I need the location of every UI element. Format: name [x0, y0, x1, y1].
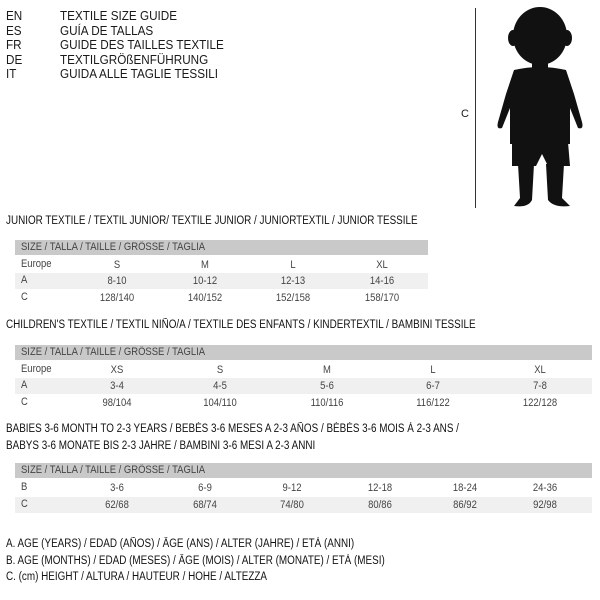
- size-header-bar: SIZE / TALLA / TAILLE / GRÖSSE / TAGLIA: [15, 463, 592, 478]
- table-cell: M: [323, 364, 331, 376]
- table-cell: 3-6: [110, 482, 124, 494]
- table-cell: 128/140: [99, 292, 135, 304]
- size-header-label: SIZE / TALLA / TAILLE / GRÖSSE / TAGLIA: [21, 464, 206, 476]
- language-code: EN: [6, 8, 23, 23]
- legend-item: C. (cm) HEIGHT / ALTURA / HAUTEUR / HÖHE…: [6, 571, 268, 583]
- table-row: A 3-4 4-5 5-6 6-7 7-8: [15, 378, 592, 394]
- language-title: GUIDA ALLE TAGLIE TESSILI: [60, 66, 219, 81]
- table-cell: 68/74: [193, 499, 217, 511]
- table-cell: 6-7: [426, 380, 440, 392]
- table-cell: 9-12: [282, 482, 302, 494]
- table-cell: 8-10: [107, 275, 127, 287]
- legend-item: A. AGE (YEARS) / EDAD (AÑOS) / ÂGE (ANS)…: [6, 538, 355, 550]
- row-label: Europe: [21, 363, 52, 375]
- table-cell: 152/158: [275, 292, 311, 304]
- language-title: TEXTILE SIZE GUIDE: [60, 8, 178, 23]
- language-code: DE: [6, 51, 23, 67]
- row-label: C: [21, 498, 28, 510]
- row-label: A: [21, 274, 28, 286]
- table-cell: 92/98: [533, 499, 557, 511]
- table-title: JUNIOR TEXTILE / TEXTIL JUNIOR/ TEXTILE …: [6, 215, 418, 227]
- height-label: C: [461, 108, 469, 120]
- table-cell: 24-36: [532, 482, 558, 494]
- table-cell: M: [201, 259, 209, 271]
- table-cell: XL: [534, 364, 546, 376]
- table-row: Europe S M L XL: [15, 257, 428, 273]
- row-label: B: [21, 481, 28, 493]
- table-cell: 4-5: [213, 380, 227, 392]
- row-label: C: [21, 291, 28, 303]
- table-title: BABIES 3-6 MONTH TO 2-3 YEARS / BEBÉS 3-…: [6, 423, 459, 435]
- table-cell: 116/122: [416, 397, 450, 409]
- table-cell: 158/170: [364, 292, 400, 304]
- table-cell: 98/104: [102, 397, 132, 409]
- table-cell: 10-12: [192, 275, 218, 287]
- table-row: Europe XS S M L XL: [15, 362, 592, 378]
- table-cell: 110/116: [310, 397, 344, 409]
- legend-item: B. AGE (MONTHS) / EDAD (MESES) / ÂGE (MO…: [6, 554, 385, 567]
- table-title-line2: BABYS 3-6 MONATE BIS 2-3 JAHRE / BAMBINI…: [6, 440, 316, 452]
- table-row: B 3-6 6-9 9-12 12-18 18-24 24-36: [15, 480, 592, 496]
- language-code: IT: [6, 66, 17, 81]
- child-silhouette-icon: [497, 7, 583, 207]
- table-cell: 6-9: [198, 482, 212, 494]
- size-header-label: SIZE / TALLA / TAILLE / GRÖSSE / TAGLIA: [21, 241, 206, 253]
- table-row: C 98/104 104/110 110/116 116/122 122/128: [15, 395, 592, 411]
- table-cell: L: [430, 364, 436, 376]
- table-row: C 62/68 68/74 74/80 80/86 86/92 92/98: [15, 497, 592, 513]
- table-cell: 18-24: [452, 482, 478, 494]
- table-cell: L: [290, 259, 296, 271]
- table-row: A 8-10 10-12 12-13 14-16: [15, 273, 428, 289]
- language-title: TEXTILGRÖßENFÜHRUNG: [60, 51, 209, 67]
- table-cell: XS: [110, 364, 124, 376]
- row-label: Europe: [21, 258, 52, 270]
- height-line: [475, 8, 476, 208]
- language-title: GUIDE DES TAILLES TEXTILE: [60, 37, 224, 52]
- table-cell: S: [216, 364, 224, 376]
- table-cell: 74/80: [280, 499, 304, 511]
- table-title: CHILDREN'S TEXTILE / TEXTIL NIÑO/A / TEX…: [6, 319, 476, 331]
- table-cell: 14-16: [369, 275, 395, 287]
- table-row: C 128/140 140/152 152/158 158/170: [15, 290, 428, 306]
- table-cell: 12-13: [280, 275, 306, 287]
- table-cell: 12-18: [367, 482, 393, 494]
- table-cell: 80/86: [368, 499, 392, 511]
- table-cell: 7-8: [533, 380, 547, 392]
- table-cell: 3-4: [110, 380, 124, 392]
- language-code: ES: [6, 22, 22, 38]
- size-header-label: SIZE / TALLA / TAILLE / GRÖSSE / TAGLIA: [21, 346, 206, 358]
- table-cell: 122/128: [522, 397, 558, 409]
- size-header-bar: SIZE / TALLA / TAILLE / GRÖSSE / TAGLIA: [15, 240, 428, 255]
- table-cell: S: [113, 259, 121, 271]
- table-cell: 140/152: [187, 292, 223, 304]
- language-title: GUÍA DE TALLAS: [60, 22, 154, 38]
- row-label: C: [21, 396, 28, 408]
- language-code: FR: [6, 37, 22, 52]
- table-cell: 62/68: [105, 499, 129, 511]
- table-cell: 5-6: [320, 380, 334, 392]
- table-cell: 104/110: [203, 397, 237, 409]
- size-header-bar: SIZE / TALLA / TAILLE / GRÖSSE / TAGLIA: [15, 345, 592, 360]
- table-cell: XL: [376, 259, 388, 271]
- row-label: A: [21, 379, 28, 391]
- table-cell: 86/92: [453, 499, 477, 511]
